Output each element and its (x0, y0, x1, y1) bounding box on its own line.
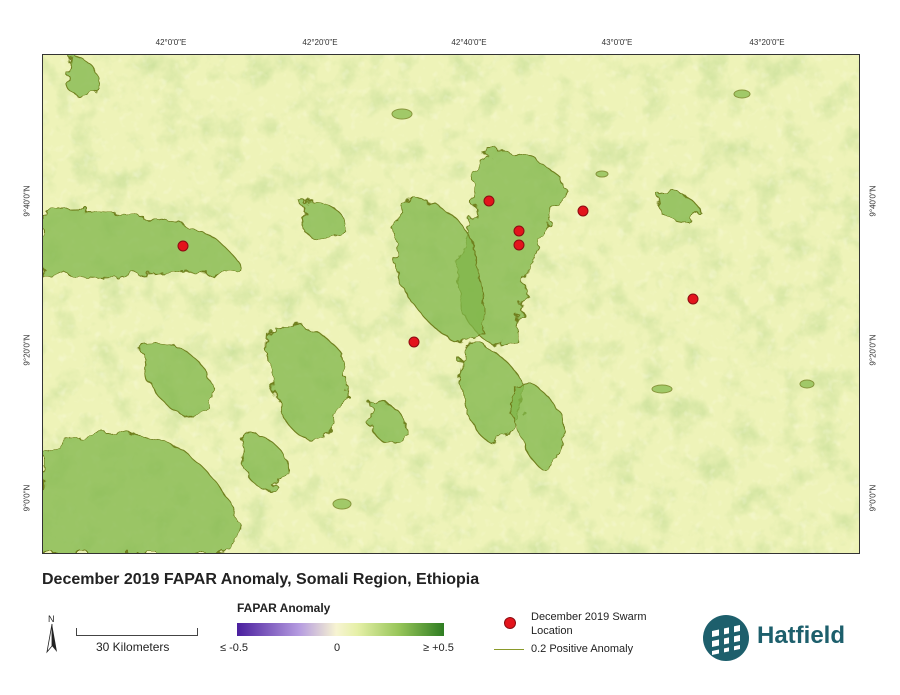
swarm-point[interactable] (513, 225, 525, 237)
lat-tick-right-9-00: 9°0'0"N (868, 484, 878, 512)
anomaly-legend-label: 0.2 Positive Anomaly (531, 643, 634, 655)
small-anomaly-patches (332, 89, 815, 510)
swarm-locations (177, 195, 699, 348)
lat-tick-left-9-00: 9°0'0"N (22, 484, 32, 512)
scale-bar-label: 30 Kilometers (96, 640, 170, 654)
swarm-point[interactable] (687, 293, 699, 305)
north-arrow-icon (46, 623, 57, 654)
fapar-anomaly-map[interactable] (42, 54, 860, 554)
map-title: December 2019 FAPAR Anomaly, Somali Regi… (42, 571, 480, 588)
lon-tick-42-20: 42°20'0"E (302, 38, 338, 47)
lat-tick-left-9-40: 9°40'0"N (22, 185, 32, 217)
lat-tick-right-9-40: 9°40'0"N (868, 185, 878, 217)
swarm-point[interactable] (577, 205, 589, 217)
lon-tick-42-00: 42°0'0"E (155, 38, 187, 47)
hatfield-logo-text: Hatfield (757, 622, 846, 649)
fapar-color-ramp (237, 623, 444, 636)
ramp-min-label: ≤ -0.5 (220, 642, 249, 654)
anomaly-legend-line (494, 649, 524, 650)
swarm-point[interactable] (408, 336, 420, 348)
hatfield-logo-icon (703, 615, 749, 661)
ramp-max-label: ≥ +0.5 (423, 642, 454, 654)
lat-tick-left-9-20: 9°20'0"N (22, 334, 32, 366)
lon-tick-43-20: 43°20'0"E (749, 38, 785, 47)
swarm-legend-label: December 2019 Swarm Location (531, 611, 647, 637)
scale-bar (76, 628, 198, 636)
swarm-point[interactable] (483, 195, 495, 207)
legend-title: FAPAR Anomaly (237, 601, 331, 615)
positive-anomaly-areas (42, 54, 703, 554)
lon-tick-42-40: 42°40'0"E (451, 38, 487, 47)
swarm-legend-symbol (504, 617, 516, 629)
north-arrow-label: N (48, 614, 55, 624)
lat-tick-right-9-20: 9°20'0"N (868, 334, 878, 366)
ramp-mid-label: 0 (334, 642, 341, 654)
lon-tick-43-00: 43°0'0"E (601, 38, 633, 47)
swarm-point[interactable] (513, 239, 525, 251)
swarm-point[interactable] (177, 240, 189, 252)
map-border (42, 54, 860, 554)
